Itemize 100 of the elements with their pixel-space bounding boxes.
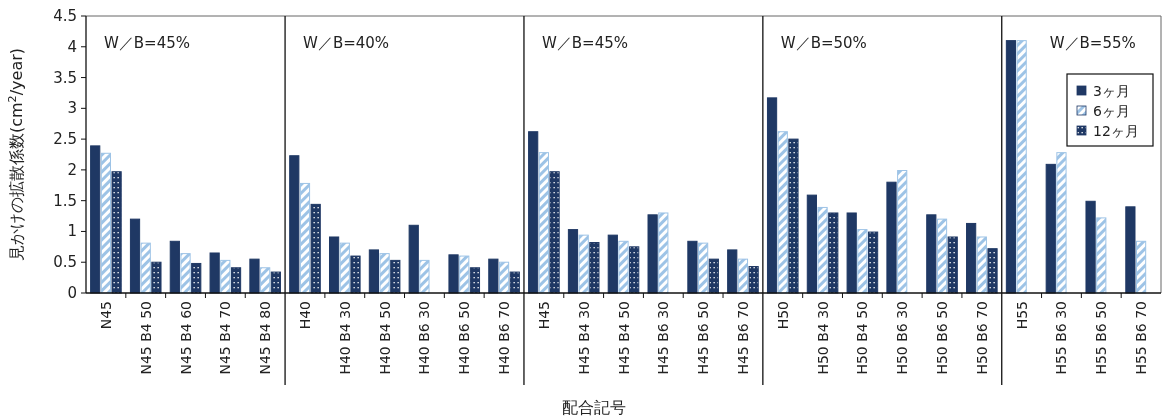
bar bbox=[727, 249, 738, 294]
x-tick-label: H50 bbox=[774, 301, 791, 330]
annotation: W／B=55% bbox=[1049, 34, 1136, 52]
annotation: W／B=45% bbox=[104, 34, 191, 52]
bar bbox=[976, 236, 987, 294]
x-tick-label: H45 B6 70 bbox=[734, 301, 751, 375]
bar bbox=[857, 229, 868, 294]
x-tick-label: H40 B6 30 bbox=[416, 301, 433, 375]
bar bbox=[169, 240, 180, 294]
x-tick-label: N45 B4 70 bbox=[217, 301, 234, 375]
x-tick-label: H45 B6 50 bbox=[695, 301, 712, 375]
bar bbox=[567, 229, 579, 294]
bar bbox=[828, 212, 839, 294]
bar bbox=[408, 224, 419, 294]
bar bbox=[498, 261, 510, 294]
bar bbox=[129, 218, 141, 294]
bar bbox=[249, 258, 260, 294]
legend-label: 6ヶ月 bbox=[1093, 103, 1130, 119]
x-tick-label: N45 B4 50 bbox=[137, 301, 154, 375]
x-tick-label: N45 bbox=[97, 301, 114, 330]
bar bbox=[658, 212, 669, 294]
y-tick-label: 4.5 bbox=[53, 7, 77, 25]
bar bbox=[151, 261, 162, 294]
bar bbox=[339, 242, 350, 294]
bar bbox=[607, 234, 618, 294]
bar bbox=[329, 236, 340, 294]
bar bbox=[270, 271, 281, 294]
bar bbox=[111, 171, 122, 294]
bar bbox=[1016, 40, 1027, 294]
y-tick-label: 2 bbox=[67, 160, 77, 179]
bar bbox=[379, 253, 390, 294]
bar bbox=[788, 138, 799, 294]
bar bbox=[766, 97, 778, 294]
x-tick-label: H55 B6 30 bbox=[1053, 301, 1070, 375]
y-tick-label: 4 bbox=[67, 37, 77, 56]
bar bbox=[737, 258, 749, 294]
x-tick-label: H40 B4 30 bbox=[336, 301, 353, 375]
bar bbox=[867, 231, 879, 294]
bar bbox=[897, 170, 908, 294]
x-tick-label: H40 B6 70 bbox=[496, 301, 513, 375]
bar bbox=[260, 267, 271, 294]
annotation: W／B=40% bbox=[303, 34, 390, 52]
annotation: W／B=45% bbox=[541, 34, 628, 52]
bar bbox=[806, 194, 817, 294]
x-tick-label: H45 B4 30 bbox=[575, 301, 592, 375]
bar bbox=[1045, 163, 1056, 294]
x-tick-label: H40 bbox=[296, 301, 313, 330]
x-tick-label: H50 B6 30 bbox=[894, 301, 911, 375]
bar bbox=[987, 248, 998, 294]
x-tick-label: N45 B4 80 bbox=[257, 301, 274, 375]
bar bbox=[687, 240, 698, 294]
bar bbox=[1005, 40, 1017, 294]
x-tick-label: H55 B6 50 bbox=[1093, 301, 1110, 375]
bar bbox=[209, 252, 220, 294]
bar bbox=[1096, 217, 1107, 294]
x-tick-label: H45 B6 30 bbox=[655, 301, 672, 375]
x-tick-label: N45 B4 60 bbox=[177, 301, 194, 375]
bar bbox=[180, 253, 191, 294]
bar bbox=[310, 203, 321, 294]
bar bbox=[469, 267, 481, 294]
bar bbox=[220, 259, 231, 294]
x-tick-label: H55 bbox=[1013, 301, 1030, 330]
bar bbox=[459, 255, 470, 294]
bar bbox=[966, 222, 977, 294]
bar bbox=[1056, 152, 1067, 294]
bar bbox=[886, 181, 897, 294]
annotation: W／B=50% bbox=[780, 34, 867, 52]
bar bbox=[390, 259, 401, 294]
bar bbox=[846, 212, 857, 294]
y-tick-label: 3.5 bbox=[53, 68, 77, 87]
bar bbox=[140, 242, 151, 294]
x-axis-title: 配合記号 bbox=[561, 398, 626, 417]
bar bbox=[528, 131, 539, 294]
bar bbox=[448, 254, 459, 294]
y-tick-label: 3 bbox=[67, 99, 77, 118]
y-tick-label: 0 bbox=[67, 284, 77, 302]
bar bbox=[299, 182, 311, 294]
bar bbox=[350, 255, 361, 294]
x-tick-label: H40 B6 50 bbox=[456, 301, 473, 375]
bar bbox=[230, 267, 242, 294]
bar bbox=[708, 258, 719, 294]
bar bbox=[589, 242, 600, 294]
x-tick-label: H50 B6 50 bbox=[934, 301, 951, 375]
bar bbox=[947, 236, 958, 294]
legend-label: 3ヶ月 bbox=[1093, 83, 1130, 99]
bar bbox=[647, 214, 658, 294]
bar bbox=[419, 259, 430, 294]
x-tick-label: H45 B4 50 bbox=[615, 301, 632, 375]
bar bbox=[777, 131, 788, 294]
bar bbox=[549, 171, 560, 294]
bar bbox=[368, 249, 380, 294]
bar bbox=[618, 240, 629, 294]
bar bbox=[289, 155, 300, 294]
y-tick-label: 2.5 bbox=[53, 130, 77, 149]
bar bbox=[936, 218, 948, 294]
bar bbox=[90, 145, 101, 294]
bar bbox=[1135, 240, 1147, 294]
bar bbox=[538, 152, 549, 294]
x-tick-label: H50 B4 30 bbox=[814, 301, 831, 375]
bar bbox=[817, 206, 828, 294]
